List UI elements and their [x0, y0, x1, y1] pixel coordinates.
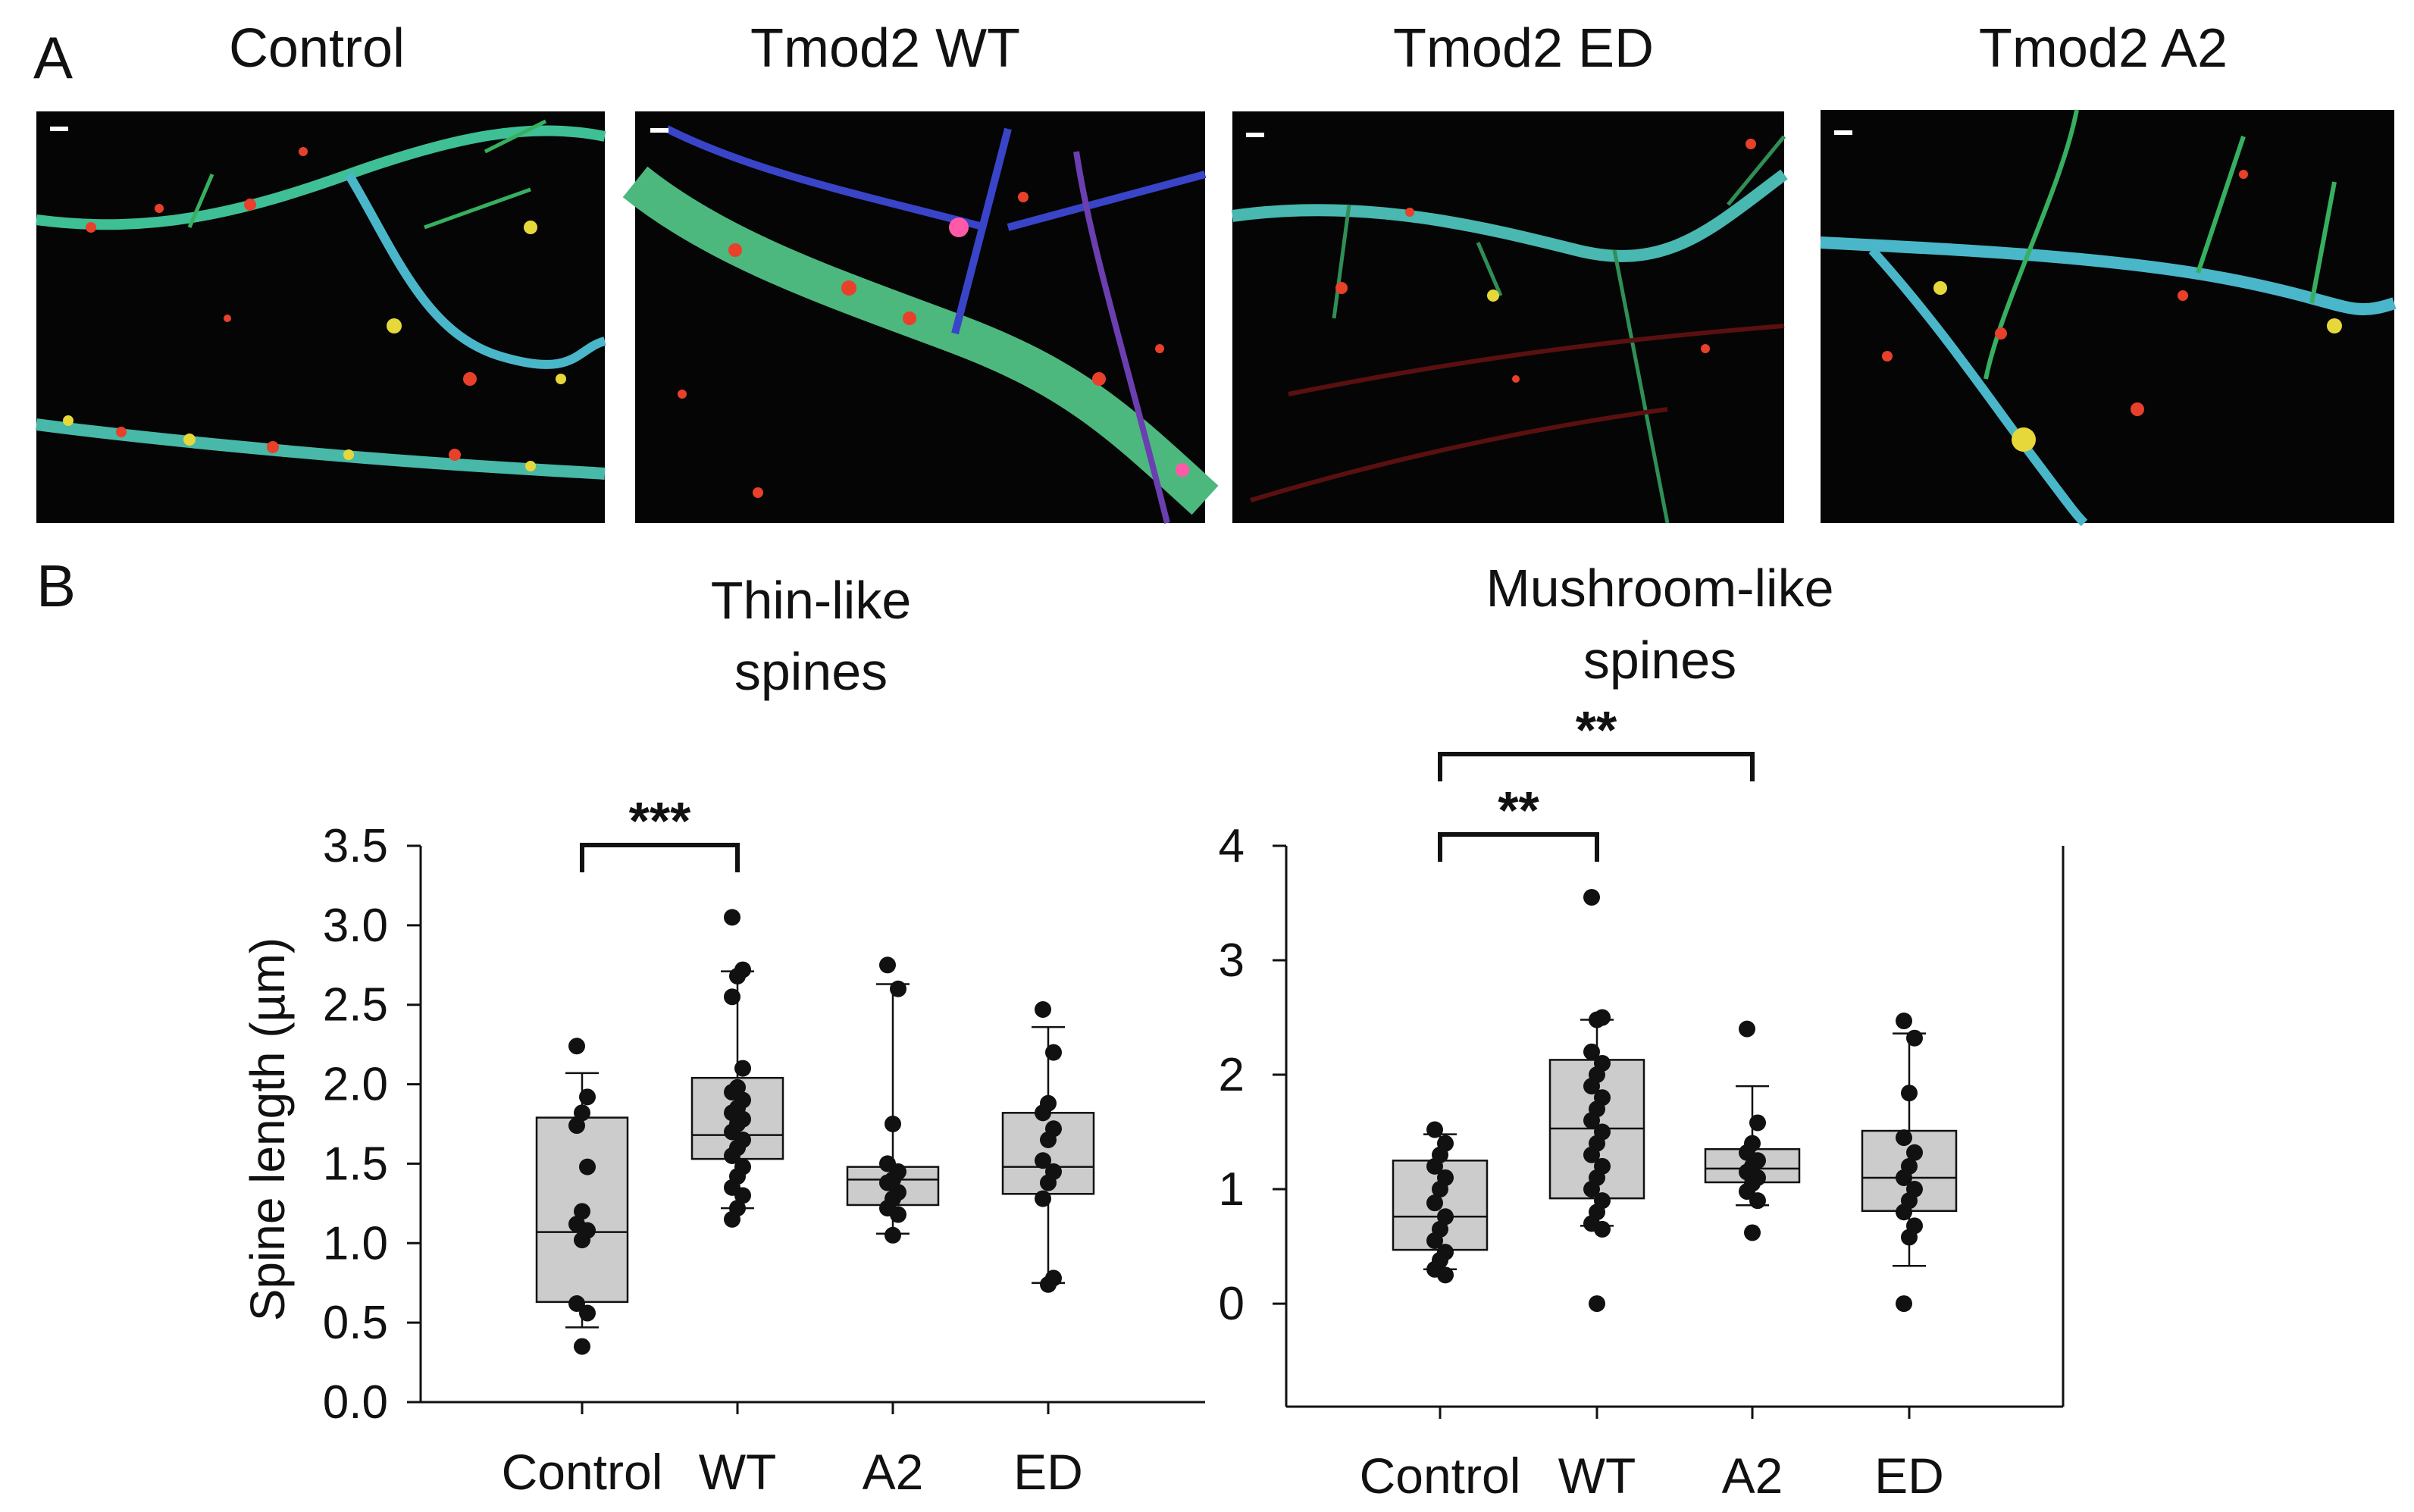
data-point [885, 1227, 901, 1244]
panel-a-letter: A [33, 24, 73, 91]
y-tick-label: 2 [1219, 1049, 1245, 1101]
data-point [1896, 1129, 1912, 1146]
data-point [1589, 1295, 1605, 1312]
data-point [1426, 1194, 1443, 1211]
panel-b-letter: B [36, 553, 76, 619]
data-point [574, 1232, 590, 1248]
data-point [574, 1338, 590, 1355]
data-point [568, 1038, 585, 1054]
y-tick-label: 0.0 [323, 1376, 388, 1429]
data-point [1901, 1085, 1918, 1101]
data-point [1896, 1204, 1912, 1220]
y-tick-label: 1.0 [323, 1217, 388, 1269]
data-point [579, 1305, 596, 1322]
y-tick-label: 3 [1219, 934, 1245, 987]
chart-mushroom-like-spines: Mushroom-like spines 0 1 2 3 4 Control WT A2 ED *… [1219, 559, 2063, 1504]
micrograph-title-control: Control [229, 18, 405, 79]
data-point [1040, 1132, 1057, 1148]
data-point [890, 981, 906, 997]
data-point [1749, 1114, 1766, 1131]
data-point [1035, 1001, 1051, 1018]
micrograph-wt [635, 111, 1205, 523]
data-point [1901, 1229, 1918, 1245]
data-point [1896, 1013, 1912, 1029]
data-point [568, 1117, 585, 1134]
data-point [1426, 1122, 1443, 1138]
y-tick-label: 3.5 [323, 820, 388, 872]
data-point [729, 968, 746, 985]
x-tick-label-ed: ED [1874, 1448, 1944, 1504]
data-point [1040, 1175, 1057, 1191]
y-tick-label: 2.5 [323, 979, 388, 1031]
data-point [1035, 1191, 1051, 1207]
data-point [1749, 1192, 1766, 1209]
chart1-title-line2: spines [734, 642, 888, 701]
y-tick-label: 0.5 [323, 1297, 388, 1349]
chart1-y-axis-label: Spine length (µm) [240, 938, 295, 1321]
data-point [1896, 1295, 1912, 1312]
micrograph-title-ed: Tmod2 ED [1393, 18, 1654, 79]
y-tick-label: 1.5 [323, 1138, 388, 1190]
y-tick-label: 2.0 [323, 1059, 388, 1111]
data-point [1437, 1266, 1454, 1283]
y-tick-label: 0 [1219, 1278, 1245, 1330]
micrograph-ed [1232, 111, 1784, 523]
y-tick-label: 1 [1219, 1163, 1245, 1216]
chart2-title-line1: Mushroom-like [1486, 559, 1834, 618]
x-tick-label-a2: A2 [1722, 1448, 1783, 1504]
micrograph-title-wt: Tmod2 WT [750, 18, 1020, 79]
chart1-title-line1: Thin-like [711, 571, 912, 630]
x-tick-label-ed: ED [1013, 1444, 1083, 1500]
chart-thin-like-spines: Thin-like spines Spine length (µm) 0.0 0.… [240, 571, 1205, 1500]
data-point [879, 956, 896, 973]
data-point [579, 1159, 596, 1175]
micrograph-a2 [1821, 110, 2394, 523]
data-point [1589, 1012, 1605, 1028]
y-tick-label: 3.0 [323, 900, 388, 952]
data-point [724, 988, 740, 1005]
data-point [1040, 1276, 1057, 1293]
data-point [1045, 1044, 1062, 1061]
data-point [1739, 1021, 1755, 1038]
data-point [1594, 1221, 1611, 1238]
data-point [734, 1060, 751, 1077]
chart2-title-line2: spines [1583, 631, 1736, 690]
micrograph-title-a2: Tmod2 A2 [1979, 18, 2228, 79]
significance-label: ** [1576, 700, 1617, 759]
figure: A Control Tmod2 WT Tmod2 ED Tmod2 A2 [0, 0, 2414, 1512]
data-point [724, 909, 740, 925]
data-point [579, 1088, 596, 1105]
significance-label: *** [629, 791, 691, 850]
x-tick-label-control: Control [502, 1444, 663, 1500]
micrograph-control [36, 111, 605, 523]
data-point [1583, 889, 1600, 906]
data-point [1906, 1030, 1923, 1047]
x-tick-label-wt: WT [1558, 1448, 1636, 1504]
significance-label: ** [1498, 781, 1539, 840]
x-tick-label-wt: WT [699, 1444, 777, 1500]
data-point [1035, 1104, 1051, 1121]
y-tick-label: 4 [1219, 820, 1245, 872]
x-tick-label-a2: A2 [863, 1444, 924, 1500]
data-point [885, 1116, 901, 1132]
data-point [724, 1211, 740, 1228]
x-tick-label-control: Control [1360, 1448, 1521, 1504]
data-point [1744, 1224, 1761, 1241]
data-point [890, 1207, 906, 1223]
